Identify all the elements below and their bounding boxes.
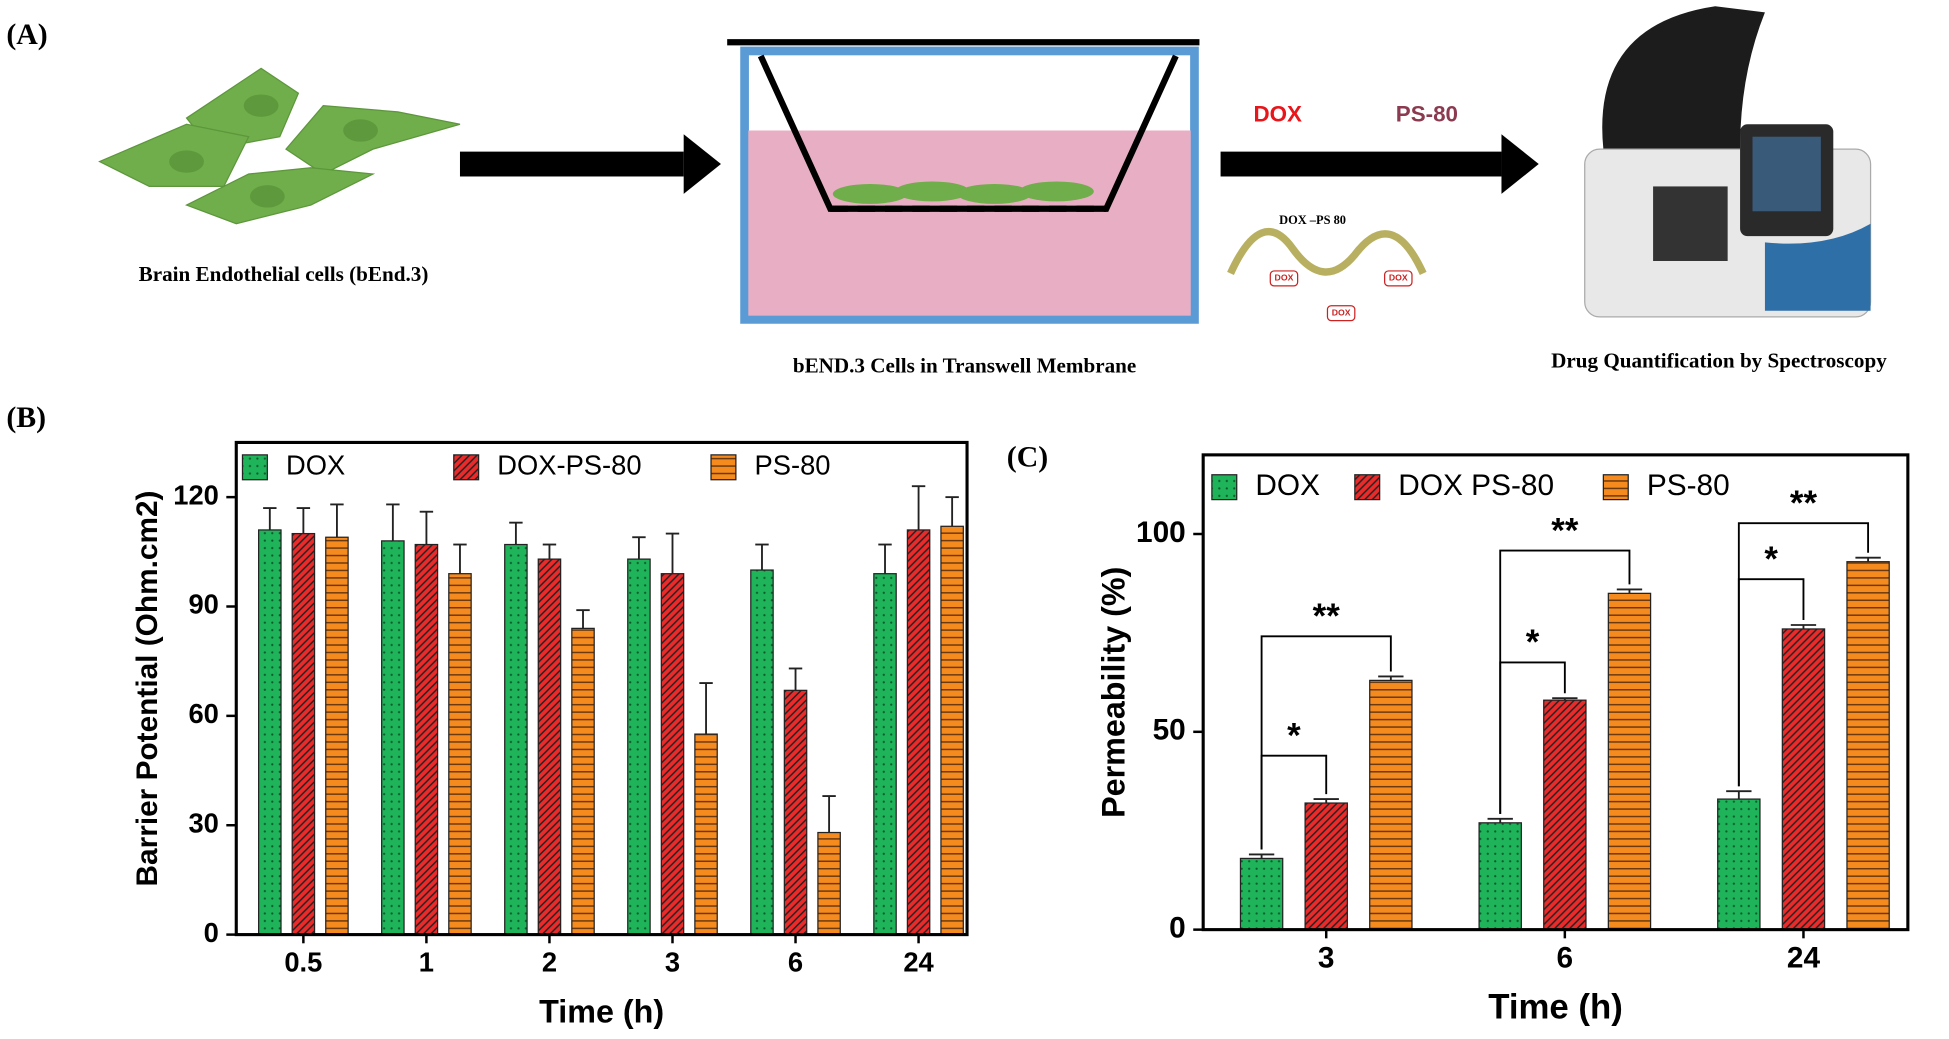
y-tick-label: 60 [188, 698, 218, 729]
y-tick-label: 0 [1169, 912, 1186, 945]
bar [1543, 699, 1587, 931]
y-tick-label: 50 [1153, 714, 1186, 747]
bar [906, 529, 931, 936]
legend-label: DOX [1255, 469, 1320, 502]
x-tick-label: 3 [1318, 941, 1335, 974]
conjugate-tag: DOX [1389, 273, 1408, 283]
legend-label: PS-80 [1647, 469, 1730, 502]
x-tick-label: 3 [665, 947, 680, 978]
transwell [727, 39, 1200, 324]
bar [1846, 561, 1890, 931]
panel-label: (C) [1007, 441, 1048, 474]
significance-label: ** [1313, 598, 1341, 636]
bar [448, 573, 472, 936]
bar [291, 532, 316, 936]
x-tick-label: 24 [903, 947, 934, 978]
arrow [1220, 134, 1539, 194]
bar [1239, 857, 1284, 931]
plot-frame [234, 440, 969, 937]
x-tick-label: 6 [1557, 941, 1574, 974]
x-tick-label: 6 [788, 947, 803, 978]
endothelial-cells [98, 67, 461, 225]
bars [1239, 556, 1890, 931]
x-tick-label: 2 [542, 947, 557, 978]
y-tick-label: 120 [173, 479, 219, 510]
legend-label: DOX PS-80 [1398, 469, 1554, 502]
y-axis-title: Barrier Potential (Ohm.cm2) [131, 491, 164, 887]
significance-bracket [1260, 635, 1392, 850]
legend-swatch [1211, 474, 1238, 501]
conjugate-label: DOX –PS 80 [1279, 213, 1346, 227]
cells-caption: Brain Endothelial cells (bEnd.3) [139, 262, 429, 286]
y-tick-label: 90 [188, 589, 218, 620]
bar [627, 558, 651, 936]
plot-frame [1201, 453, 1910, 932]
significance-bracket [1499, 549, 1631, 814]
drug-label: DOX [1254, 101, 1303, 126]
x-axis-title: Time (h) [1488, 988, 1623, 1026]
significance-label: * [1526, 624, 1540, 662]
legend-label: DOX [286, 450, 345, 481]
bar [660, 573, 685, 936]
bar [1304, 802, 1348, 931]
significance-label: * [1287, 717, 1301, 755]
bar [381, 540, 405, 936]
conjugate-tags [1269, 270, 1413, 322]
bar [504, 543, 528, 936]
legend-swatch [453, 454, 480, 481]
x-tick-label: 1 [419, 947, 434, 978]
bar [414, 543, 439, 936]
legend-swatch [710, 454, 737, 481]
x-tick-label: 0.5 [284, 947, 322, 978]
y-axis-title: Permeability (%) [1096, 567, 1132, 818]
legend-swatch [1602, 474, 1629, 501]
bar [817, 831, 841, 936]
significance-label: ** [1790, 485, 1818, 523]
conjugate-tag: DOX [1332, 307, 1351, 317]
bar [783, 689, 808, 936]
bar [1717, 798, 1761, 931]
transwell-caption: bEND.3 Cells in Transwell Membrane [793, 354, 1136, 378]
bar [1478, 822, 1522, 931]
x-tick-label: 24 [1787, 941, 1821, 974]
drug-label: PS-80 [1396, 101, 1458, 126]
legend-label: DOX-PS-80 [497, 450, 641, 481]
legend-swatch [1354, 474, 1381, 501]
significance-bracket [1737, 522, 1870, 787]
bar [571, 627, 595, 936]
panel-label: (A) [6, 18, 47, 51]
bar [258, 529, 282, 936]
y-tick-label: 0 [204, 917, 219, 948]
bar [750, 569, 774, 936]
legend-swatch [241, 454, 268, 481]
bar [940, 525, 964, 936]
bar [1781, 628, 1826, 931]
bar [694, 733, 718, 936]
conjugate-tag: DOX [1275, 273, 1294, 283]
bar [1607, 592, 1652, 931]
y-tick-label: 100 [1136, 516, 1186, 549]
y-tick-label: 30 [188, 807, 218, 838]
panel-label: (B) [6, 401, 46, 434]
bar [325, 536, 349, 936]
instrument-caption: Drug Quantification by Spectroscopy [1551, 349, 1887, 373]
bars [258, 485, 964, 936]
arrow [459, 134, 721, 194]
bar [1369, 679, 1413, 931]
bar [873, 573, 897, 936]
spectrometer [1584, 6, 1872, 318]
polymer-chain [1227, 228, 1427, 276]
significance-label: ** [1551, 512, 1579, 550]
bar [537, 558, 562, 936]
significance-label: * [1764, 541, 1778, 579]
x-axis-title: Time (h) [539, 994, 664, 1030]
legend-label: PS-80 [755, 450, 831, 481]
